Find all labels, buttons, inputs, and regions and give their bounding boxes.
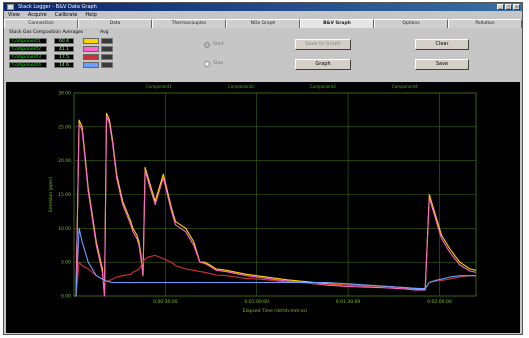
checkbox-label: Avg — [100, 30, 109, 35]
tab-bv-graph[interactable]: B&V Graph — [300, 19, 374, 28]
series-line-4 — [74, 227, 476, 297]
y-tick-label: 5.00 — [61, 260, 71, 266]
average-checkbox[interactable]: Avg — [100, 30, 108, 35]
channel-toggle[interactable] — [101, 38, 113, 44]
y-tick-label: 20.00 — [58, 158, 71, 164]
channel-value: 60.4 — [54, 38, 74, 44]
control-panel: Stack Gas Composition Averages Avg Compo… — [4, 28, 522, 82]
tab-options[interactable]: Options — [374, 19, 448, 28]
plot-panel: Component1 Component2 Component3 Compone… — [6, 82, 520, 333]
maximize-button[interactable]: □ — [505, 4, 512, 10]
menu-calibrate[interactable]: Calibrate — [54, 12, 78, 18]
menu-help[interactable]: Help — [85, 12, 97, 18]
channel-color-swatch[interactable] — [83, 54, 99, 60]
y-axis-label: Emission (ppm) — [48, 177, 54, 212]
channel-toggle[interactable] — [101, 46, 113, 52]
start-radio[interactable] — [204, 42, 210, 48]
y-tick-label: 10.00 — [58, 226, 71, 232]
channel-row-4: Component4 14.6 — [9, 62, 134, 69]
chart-header-label: Component4 — [392, 84, 418, 89]
line-chart[interactable]: 30.00 25.00 20.00 15.00 10.00 5.00 0.00 0:00:30… — [6, 82, 520, 333]
chart-header-label: Component2 — [228, 84, 254, 89]
panel-title: Stack Gas Composition Averages — [9, 30, 84, 35]
stop-radio-label: Stop — [213, 61, 224, 66]
y-tick-label: 15.00 — [58, 192, 71, 198]
channel-name: Component4 — [9, 62, 47, 68]
window-title: Stack Logger - B&V Data Graph — [18, 4, 97, 10]
channel-value: 17.5 — [54, 54, 74, 60]
x-axis-label: Elapsed Time (dd:hh:mm:ss) — [243, 308, 308, 314]
y-tick-label: 25.00 — [58, 124, 71, 130]
tab-thermocouples[interactable]: Thermocouples — [152, 19, 226, 28]
channel-row-3: Component3 17.5 — [9, 54, 134, 61]
x-tick-label: 0:01:30:00 — [336, 299, 361, 305]
close-button[interactable]: × — [513, 4, 520, 10]
channel-name: Component1 — [9, 38, 47, 44]
y-tick-label: 30.00 — [58, 91, 71, 97]
chart-header-label: Component1 — [146, 84, 172, 89]
y-tick-label: 0.00 — [61, 294, 71, 300]
tab-nox-graph[interactable]: NOx Graph — [226, 19, 300, 28]
x-tick-label: 0:00:30:00 — [153, 299, 178, 305]
menu-acquire[interactable]: Acquire — [27, 12, 47, 18]
channel-toggle[interactable] — [101, 62, 113, 68]
channel-row-1: Component1 60.4 — [9, 38, 134, 45]
stop-radio[interactable] — [204, 61, 210, 67]
channel-value: 41.1 — [54, 46, 74, 52]
menu-bar: View Acquire Calibrate Help — [4, 11, 522, 19]
channel-name: Component3 — [9, 54, 47, 60]
tab-connection[interactable]: Connection — [4, 19, 78, 28]
channel-toggle[interactable] — [101, 54, 113, 60]
save-button[interactable]: Save — [415, 59, 469, 70]
window-controls: _ □ × — [497, 4, 520, 10]
x-tick-label: 0:02:00:00 — [427, 299, 452, 305]
start-radio-label: Start — [213, 42, 224, 47]
channel-color-swatch[interactable] — [83, 38, 99, 44]
tab-pollution[interactable]: Pollution — [448, 19, 522, 28]
tab-strip: Connection Data Thermocouples NOx Graph … — [4, 19, 522, 28]
title-bar: Stack Logger - B&V Data Graph _ □ × — [4, 3, 522, 11]
x-tick-label: 0:01:00:00 — [244, 299, 269, 305]
minimize-button[interactable]: _ — [497, 4, 504, 10]
channel-value: 14.6 — [54, 62, 74, 68]
chart-header-label: Component3 — [310, 84, 336, 89]
series-line-2 — [74, 116, 477, 297]
graph-button[interactable]: Graph — [295, 59, 351, 70]
app-window: Stack Logger - B&V Data Graph _ □ × View… — [3, 2, 523, 335]
channel-color-swatch[interactable] — [83, 62, 99, 68]
clear-button[interactable]: Clear — [415, 39, 469, 50]
tab-data[interactable]: Data — [78, 19, 152, 28]
menu-view[interactable]: View — [8, 12, 20, 18]
channel-name: Component2 — [9, 46, 47, 52]
channel-color-swatch[interactable] — [83, 46, 99, 52]
save-to-graph-button[interactable]: Save to Graph — [295, 39, 351, 50]
channel-row-2: Component2 41.1 — [9, 46, 134, 53]
app-icon[interactable] — [7, 4, 14, 10]
